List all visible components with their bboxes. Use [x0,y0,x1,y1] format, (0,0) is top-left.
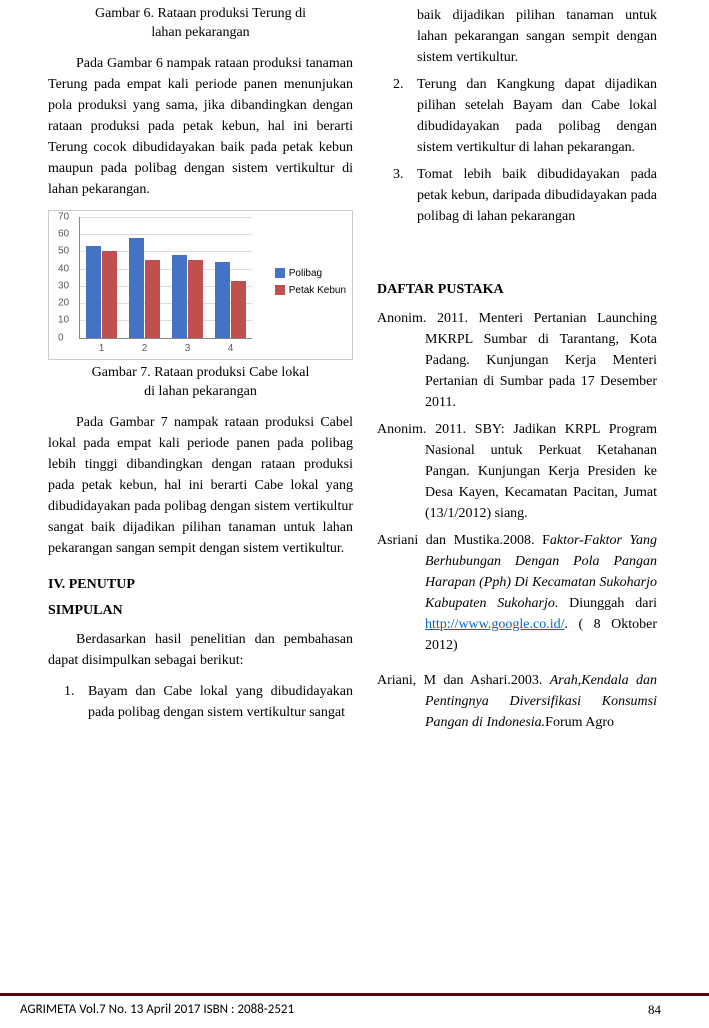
ref3-link-text: http://www.google.co.id/ [425,617,564,632]
conclusion-item-3-text: Tomat lebih baik dibudidayakan pada peta… [417,167,657,224]
legend-swatch [275,268,285,278]
caption6-line1: Gambar 6. Rataan produksi Terung di [95,6,306,21]
daftar-pustaka-heading: DAFTAR PUSTAKA [377,282,657,298]
bar-chart-cabe-lokal: 0102030405060701234 PolibagPetak Kebun [48,210,353,360]
chart-legend: Polibag Petak Kebun [275,268,346,302]
legend-label: Polibag [289,268,322,279]
caption7-line2: di lahan pekarangan [144,384,257,399]
bar-petak-kebun [102,251,117,337]
legend-row: Polibag [275,268,346,279]
bar-polibag [172,255,187,338]
figure-7-caption: Gambar 7. Rataan produksi Cabe lokal di … [48,364,353,402]
paragraph-terung: Pada Gambar 6 nampak rataan produksi tan… [48,53,353,200]
x-tick-label: 4 [228,343,234,354]
caption6-line2: lahan pekarangan [151,25,249,40]
conclusion-item-1-cont: baik dijadikan pilihan tanaman untuk lah… [413,5,657,68]
y-tick-label: 60 [58,229,69,240]
bar-polibag [86,246,101,338]
number-1: 1. [64,681,75,702]
y-tick-label: 70 [58,211,69,222]
page-footer: AGRIMETA Vol.7 No. 13 April 2017 ISBN : … [0,993,709,1018]
y-tick-label: 10 [58,315,69,326]
simpulan-heading: SIMPULAN [48,603,353,619]
bar-polibag [129,238,144,338]
bar-petak-kebun [231,281,246,338]
bar-polibag [215,262,230,338]
legend-label: Petak Kebun [289,285,346,296]
ref3-post1: Diunggah dari [558,596,657,611]
x-tick-label: 2 [142,343,148,354]
legend-row: Petak Kebun [275,285,346,296]
number-3: 3. [393,164,404,185]
reference-1: Anonim. 2011. Menteri Pertanian Launchin… [377,308,657,413]
y-tick-label: 30 [58,280,69,291]
ref4-post: Forum Agro [545,715,614,730]
conclusion-item-2-text: Terung dan Kangkung dapat dijadikan pili… [417,77,657,155]
conclusion-item-2: 2. Terung dan Kangkung dapat dijadikan p… [413,74,657,158]
conclusion-item-1: 1. Bayam dan Cabe lokal yang dibudidayak… [84,681,353,723]
x-tick-label: 1 [99,343,105,354]
gridline [80,234,252,235]
section-iv-heading: IV. PENUTUP [48,577,353,593]
y-tick-label: 50 [58,246,69,257]
conclusion-item-1-text: Bayam dan Cabe lokal yang dibudidayakan … [88,684,353,720]
legend-swatch [275,285,285,295]
conclusion-item-3: 3. Tomat lebih baik dibudidayakan pada p… [413,164,657,227]
paragraph-cabe: Pada Gambar 7 nampak rataan produksi Cab… [48,412,353,559]
reference-3: Asriani dan Mustika.2008. Faktor-Faktor … [377,530,657,656]
y-tick-label: 0 [58,332,64,343]
figure-6-caption: Gambar 6. Rataan produksi Terung di laha… [48,5,353,43]
y-tick-label: 40 [58,263,69,274]
conclusion-list-left: 1. Bayam dan Cabe lokal yang dibudidayak… [48,681,353,723]
ref3-pre: Asriani dan Mustika.2008. F [377,533,550,548]
reference-4: Ariani, M dan Ashari.2003. Arah,Kendala … [377,670,657,733]
bar-petak-kebun [145,260,160,338]
footer-journal-info: AGRIMETA Vol.7 No. 13 April 2017 ISBN : … [20,1002,294,1018]
ref4-pre: Ariani, M dan Ashari.2003. [377,673,550,688]
y-tick-label: 20 [58,298,69,309]
google-link[interactable]: http://www.google.co.id/ [425,617,564,632]
bar-petak-kebun [188,260,203,338]
x-tick-label: 3 [185,343,191,354]
chart-plot-area: 0102030405060701234 [79,217,252,339]
reference-2: Anonim. 2011. SBY: Jadikan KRPL Program … [377,419,657,524]
simpulan-intro: Berdasarkan hasil penelitian dan pembaha… [48,629,353,671]
conclusion-item-1-cont-text: baik dijadikan pilihan tanaman untuk lah… [417,8,657,65]
conclusion-list-right: baik dijadikan pilihan tanaman untuk lah… [377,5,657,227]
gridline [80,217,252,218]
footer-page-number: 84 [648,1002,661,1018]
caption7-line1: Gambar 7. Rataan produksi Cabe lokal [92,365,310,380]
number-2: 2. [393,74,404,95]
